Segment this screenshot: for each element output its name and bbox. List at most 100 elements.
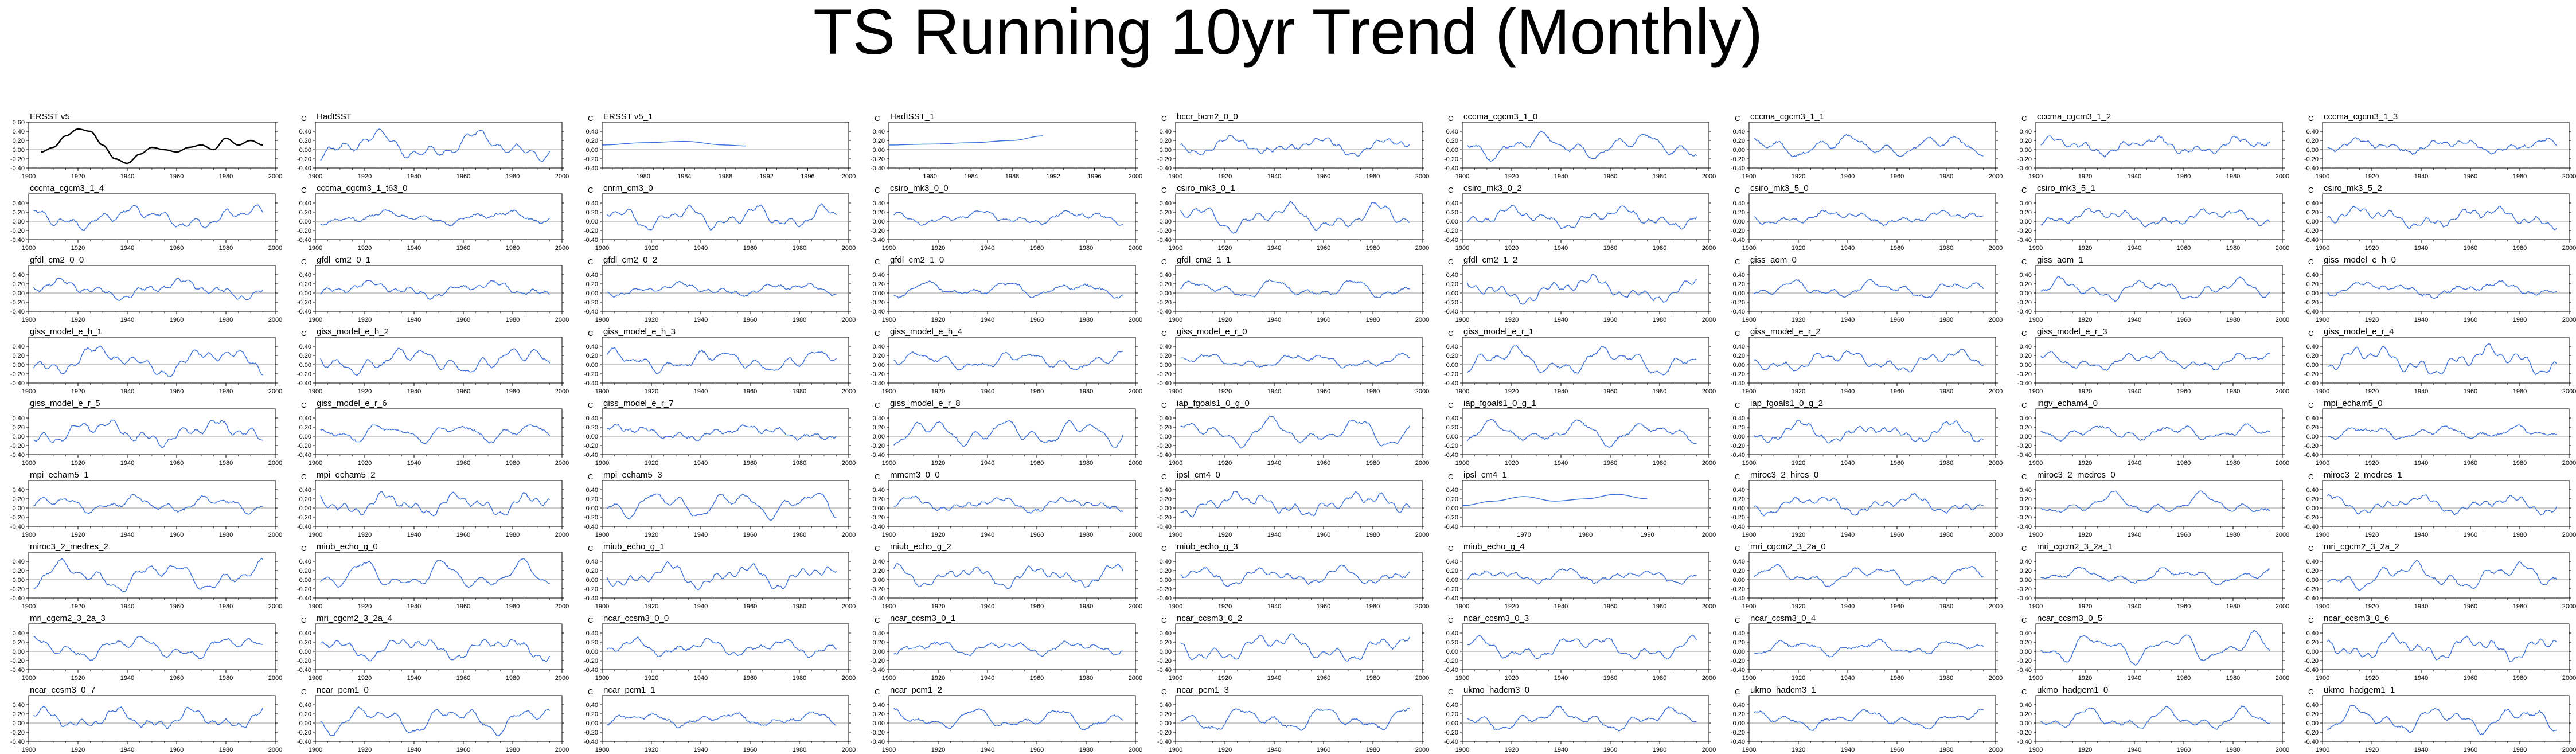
- x-tick-label: 1960: [2177, 747, 2191, 753]
- panel-title: ipsl_cm4_0: [1177, 470, 1220, 480]
- y-tick-label: -0.40: [10, 667, 25, 674]
- x-tick-label: 2000: [842, 675, 856, 682]
- plot-frame: [315, 552, 563, 599]
- y-tick-label: 0.40: [299, 487, 311, 494]
- x-tick-label: 1940: [407, 245, 421, 252]
- y-tick-label: -0.20: [584, 371, 598, 378]
- plot-frame: [1462, 480, 1709, 527]
- y-tick-label: 0.20: [2306, 138, 2319, 144]
- y-tick-label: 0.00: [299, 433, 311, 440]
- panel-unit-label: C: [301, 687, 306, 696]
- x-tick-label: 1900: [22, 460, 36, 467]
- y-tick-label: -0.40: [2304, 237, 2319, 244]
- series-line: [33, 557, 264, 593]
- panel-title: miub_echo_g_1: [603, 542, 665, 552]
- y-tick-label: -0.40: [1731, 165, 1745, 172]
- panel-title: ncar_ccsm3_0_2: [1177, 614, 1242, 623]
- y-tick-label: -0.40: [10, 308, 25, 315]
- x-tick-label: 1960: [2464, 317, 2477, 323]
- x-tick-label: 1980: [1079, 317, 1093, 323]
- series-line: [607, 424, 837, 442]
- y-tick-label: -0.20: [1444, 228, 1458, 235]
- y-tick-label: 0.40: [1160, 343, 1172, 350]
- y-tick-label: -0.40: [1157, 523, 1172, 530]
- y-tick-label: -0.20: [1157, 299, 1172, 306]
- y-tick-label: -0.40: [584, 237, 598, 244]
- x-tick-label: 1900: [2316, 532, 2329, 538]
- series-line: [2040, 135, 2271, 158]
- x-tick-label: 1900: [595, 245, 609, 252]
- x-tick-label: 1900: [22, 603, 36, 610]
- y-tick-label: 0.20: [13, 496, 25, 503]
- x-tick-label: 2000: [842, 532, 856, 538]
- plot-frame: [1462, 122, 1709, 169]
- series-line: [602, 140, 746, 147]
- y-tick-label: -0.40: [1157, 165, 1172, 172]
- x-tick-label: 1920: [1792, 675, 1805, 682]
- y-tick-label: 0.20: [1733, 424, 1745, 431]
- x-tick-label: 1980: [219, 460, 233, 467]
- x-tick-label: 2000: [555, 173, 569, 180]
- plot-frame: [602, 552, 849, 599]
- x-tick-label: 1960: [1890, 675, 1904, 682]
- panel-unit-label: C: [588, 472, 593, 481]
- panel: ncar_pcm1_3 C 0.40 0.20 0.00 -0.20 -0.40 1900 19…: [1157, 685, 1453, 753]
- panel: gfdl_cm2_1_2 C 0.40 0.20 0.00 -0.20 -0.40 1900 1…: [1444, 255, 1740, 323]
- x-tick-label: 1960: [1603, 245, 1617, 252]
- x-tick-label: 2000: [1129, 675, 1142, 682]
- y-tick-label: -0.40: [871, 237, 885, 244]
- x-tick-label: 2000: [1129, 388, 1142, 395]
- panel-title: gfdl_cm2_1_2: [1463, 255, 1517, 265]
- x-tick-label: 1900: [595, 675, 609, 682]
- x-tick-label: 1920: [71, 747, 85, 753]
- x-tick-label: 1900: [2029, 675, 2043, 682]
- y-tick-label: -0.20: [1157, 228, 1172, 235]
- y-tick-label: 0.40: [299, 630, 311, 637]
- panel: csiro_mk3_5_0 C 0.40 0.20 0.00 -0.20 -0.401900…: [1731, 183, 2027, 252]
- y-tick-label: 0.00: [1446, 648, 1458, 655]
- series-line: [1467, 204, 1697, 230]
- series-line: [893, 562, 1124, 589]
- x-tick-label: 1920: [645, 245, 658, 252]
- x-tick-label: 1920: [2365, 173, 2379, 180]
- x-tick-label: 2000: [1129, 747, 1142, 753]
- x-tick-label: 1900: [2029, 245, 2043, 252]
- x-tick-label: 1900: [882, 460, 896, 467]
- x-tick-label: 1920: [2365, 317, 2379, 323]
- y-tick-label: -0.40: [1444, 523, 1458, 530]
- y-tick-label: -0.40: [584, 165, 598, 172]
- y-tick-label: -0.20: [1731, 658, 1745, 665]
- x-tick-label: 1980: [2226, 245, 2240, 252]
- x-tick-label: 1980: [923, 173, 936, 180]
- y-tick-label: -0.20: [1731, 156, 1745, 163]
- x-tick-label: 1940: [694, 603, 708, 610]
- y-tick-label: -0.40: [10, 237, 25, 244]
- series-line: [1754, 709, 1984, 731]
- y-tick-label: 0.40: [873, 128, 885, 135]
- panel-unit-label: C: [2021, 114, 2027, 123]
- plot-frame: [602, 265, 849, 312]
- x-tick-label: 1960: [2177, 675, 2191, 682]
- plot-frame: [888, 337, 1136, 384]
- y-tick-label: -0.40: [297, 237, 311, 244]
- panel-title: giss_model_e_r_0: [1177, 327, 1247, 337]
- x-tick-label: 1900: [1742, 747, 1756, 753]
- y-tick-label: -0.20: [297, 658, 311, 665]
- x-tick-label: 1980: [506, 747, 520, 753]
- x-tick-label: 1940: [120, 747, 134, 753]
- plot-frame: [2035, 337, 2283, 384]
- y-tick-label: 0.00: [873, 505, 885, 512]
- y-tick-label: -0.40: [871, 667, 885, 674]
- y-tick-label: 0.20: [873, 138, 885, 144]
- x-tick-label: 2000: [2562, 317, 2576, 323]
- panel-unit-label: C: [588, 186, 593, 194]
- y-tick-label: 0.40: [2020, 558, 2032, 565]
- x-tick-label: 1960: [743, 603, 757, 610]
- plot-frame: [315, 408, 563, 455]
- y-tick-label: 0.40: [2020, 128, 2032, 135]
- y-tick-label: 0.40: [1733, 272, 1745, 279]
- y-tick-label: -0.40: [1444, 739, 1458, 745]
- y-tick-label: 0.20: [1446, 711, 1458, 718]
- y-tick-label: -0.20: [584, 228, 598, 235]
- panel-unit-label: C: [301, 329, 306, 338]
